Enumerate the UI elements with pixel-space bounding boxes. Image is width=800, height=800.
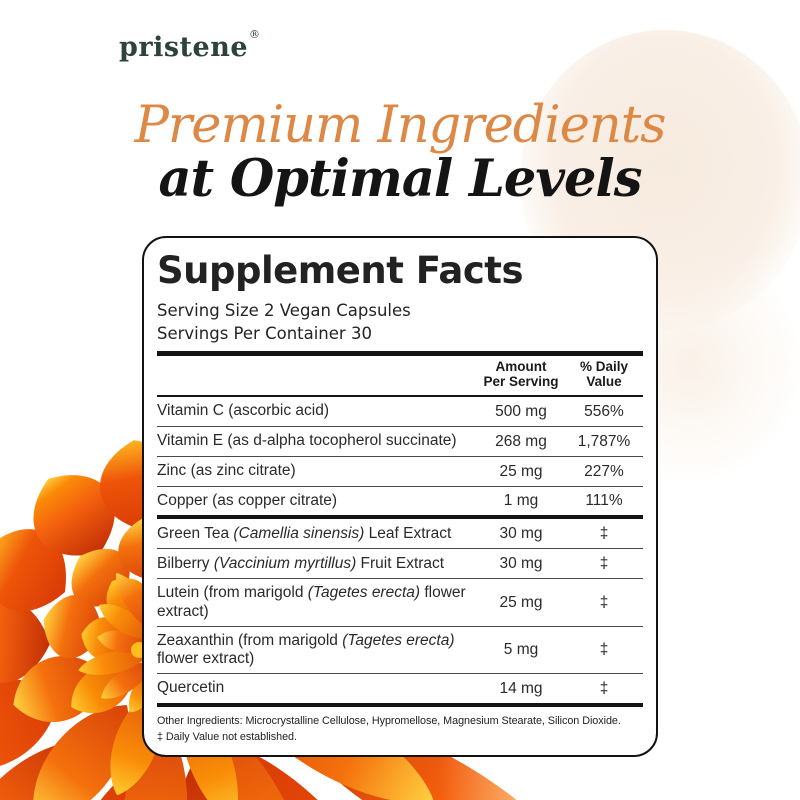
servings-per-container: Servings Per Container 30	[157, 323, 372, 343]
registered-trademark-symbol: ®	[249, 28, 261, 41]
ingredient-name: Copper (as copper citrate)	[157, 492, 338, 510]
brand-logo: pristene®	[119, 28, 261, 63]
amount-per-serving: 30 mg	[499, 524, 543, 542]
daily-value-note: ‡ Daily Value not established.	[157, 730, 297, 743]
brand-name: pristene	[119, 32, 249, 63]
daily-value: 227%	[584, 462, 624, 480]
ingredient-name: Green Tea (Camellia sinensis) Leaf Extra…	[157, 524, 452, 542]
amount-per-serving: 25 mg	[499, 593, 543, 611]
ingredient-row: Bilberry (Vaccinium myrtillus) Fruit Ext…	[157, 549, 643, 580]
ingredient-row: Quercetin 14 mg ‡	[157, 674, 643, 707]
ingredient-name: Zinc (as zinc citrate)	[157, 462, 296, 480]
daily-value: ‡	[599, 679, 609, 697]
daily-value: ‡	[599, 641, 609, 659]
ingredient-row: Green Tea (Camellia sinensis) Leaf Extra…	[157, 519, 643, 550]
column-spacer	[157, 360, 477, 390]
headline-line2: at Optimal Levels	[158, 149, 643, 209]
serving-info: Serving Size 2 Vegan Capsules Servings P…	[157, 299, 643, 346]
ingredient-name: Quercetin	[157, 679, 225, 697]
ingredient-row: Vitamin E (as d-alpha tocopherol succina…	[157, 427, 643, 458]
amount-per-serving: 14 mg	[499, 679, 543, 697]
amount-per-serving: 1 mg	[503, 492, 539, 510]
amount-per-serving: 500 mg	[495, 402, 547, 420]
daily-value: ‡	[599, 554, 609, 572]
panel-title: Supplement Facts	[157, 249, 524, 292]
amount-per-serving: 25 mg	[499, 462, 543, 480]
daily-value: ‡	[599, 524, 609, 542]
ingredient-name: Zeaxanthin (from marigold (Tagetes erect…	[157, 631, 455, 668]
amount-per-serving: 30 mg	[499, 554, 543, 572]
ingredient-row: Zinc (as zinc citrate) 25 mg 227%	[157, 457, 643, 488]
daily-value: 111%	[585, 492, 623, 510]
amount-per-serving: 5 mg	[503, 641, 539, 659]
ingredient-row: Vitamin C (ascorbic acid) 500 mg 556%	[157, 397, 643, 428]
ingredient-row: Lutein (from marigold (Tagetes erecta) f…	[157, 579, 643, 627]
supplement-facts-panel: Supplement Facts Serving Size 2 Vegan Ca…	[142, 236, 658, 758]
other-ingredients-note: Other Ingredients: Microcrystalline Cell…	[157, 714, 621, 727]
ingredient-row: Copper (as copper citrate) 1 mg 111%	[157, 487, 643, 520]
daily-value: ‡	[599, 593, 609, 611]
footnotes: Other Ingredients: Microcrystalline Cell…	[157, 707, 643, 745]
ingredient-row: Zeaxanthin (from marigold (Tagetes erect…	[157, 627, 643, 675]
ingredient-name: Bilberry (Vaccinium myrtillus) Fruit Ext…	[157, 554, 445, 572]
daily-value: 556%	[584, 402, 624, 420]
ingredient-name: Lutein (from marigold (Tagetes erecta) f…	[157, 584, 466, 620]
daily-value: 1,787%	[577, 432, 631, 450]
headline-line1: Premium Ingredients	[134, 96, 667, 155]
table-column-headers: Amount Per Serving % Daily Value	[157, 356, 643, 398]
column-header-amount: Amount Per Serving	[483, 359, 559, 390]
ingredient-name: Vitamin E (as d-alpha tocopherol succina…	[157, 432, 457, 450]
serving-size: Serving Size 2 Vegan Capsules	[157, 300, 411, 320]
ingredient-rows: Vitamin C (ascorbic acid) 500 mg 556% Vitam…	[157, 397, 643, 707]
amount-per-serving: 268 mg	[495, 432, 547, 450]
column-header-daily-value: % Daily Value	[579, 359, 629, 390]
ingredient-name: Vitamin C (ascorbic acid)	[157, 402, 329, 420]
section-divider-top	[157, 351, 643, 357]
